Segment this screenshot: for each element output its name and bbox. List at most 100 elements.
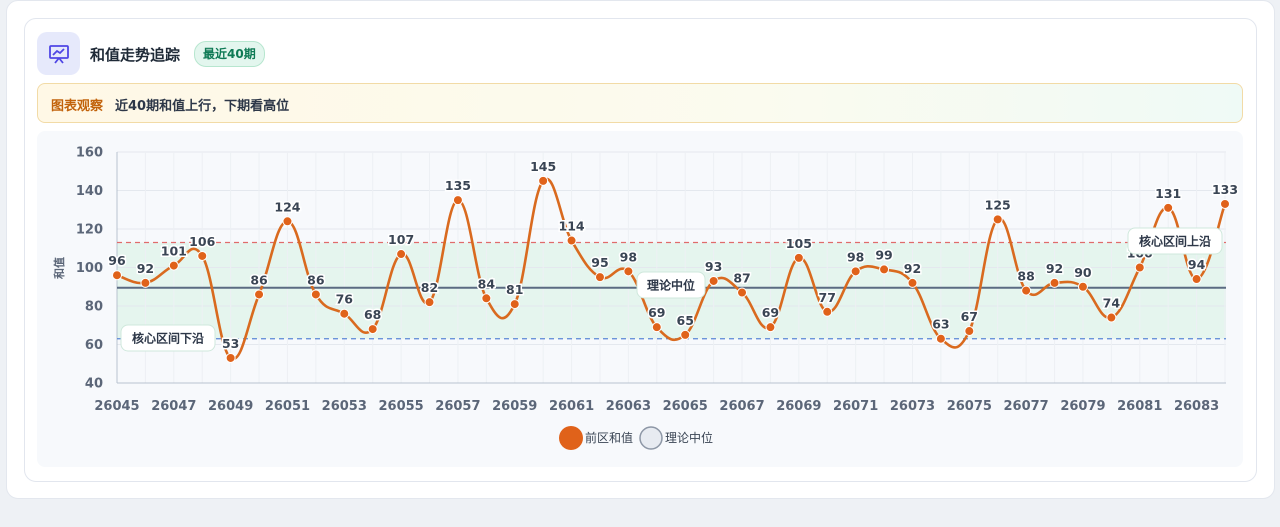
period-badge: 最近40期 xyxy=(194,41,265,67)
data-point xyxy=(879,264,890,275)
data-point xyxy=(509,299,520,310)
data-label: 135 xyxy=(445,178,471,193)
x-tick-label: 26057 xyxy=(435,399,480,414)
legend: 前区和值 理论中位 xyxy=(559,426,713,450)
x-tick-label: 26067 xyxy=(719,399,764,414)
x-tick-label: 26053 xyxy=(322,399,367,414)
x-tick-label: 26055 xyxy=(378,399,423,414)
data-label: 98 xyxy=(620,249,637,264)
trend-chart-icon xyxy=(48,44,69,64)
data-label: 101 xyxy=(161,244,187,259)
y-tick-label: 40 xyxy=(85,377,103,392)
x-tick-label: 26065 xyxy=(663,399,708,414)
lower-bound-label: 核心区间下沿 xyxy=(132,331,204,346)
data-label: 106 xyxy=(189,234,215,249)
x-tick-label: 26047 xyxy=(151,399,196,414)
data-point xyxy=(1049,277,1060,288)
data-point xyxy=(651,322,662,333)
data-point xyxy=(1134,262,1145,273)
data-point xyxy=(112,270,122,281)
lower-bound-label-box xyxy=(120,324,216,352)
x-tick-label: 26081 xyxy=(1117,399,1162,414)
data-label: 131 xyxy=(1155,186,1181,201)
data-label: 69 xyxy=(648,305,665,320)
data-label: 94 xyxy=(1188,257,1206,272)
data-point xyxy=(1191,274,1202,285)
data-point xyxy=(594,272,605,283)
data-label: 86 xyxy=(250,272,268,287)
data-label: 92 xyxy=(1046,261,1063,276)
x-tick-label: 26059 xyxy=(492,399,537,414)
y-tick-label: 140 xyxy=(76,184,103,199)
data-point xyxy=(935,333,946,344)
y-tick-label: 60 xyxy=(85,338,103,353)
x-tick-label: 26049 xyxy=(208,399,253,414)
data-point xyxy=(850,266,861,277)
data-label: 77 xyxy=(819,290,836,305)
median-label-box xyxy=(636,271,706,299)
x-tick-label: 26063 xyxy=(606,399,651,414)
chart-title: 和值走势追踪 xyxy=(90,46,181,64)
data-label: 125 xyxy=(985,197,1011,212)
data-point xyxy=(197,250,208,261)
data-point xyxy=(1021,285,1032,296)
data-label: 107 xyxy=(388,232,414,247)
data-label: 74 xyxy=(1103,296,1121,311)
x-tick-label: 26069 xyxy=(776,399,821,414)
y-tick-label: 100 xyxy=(76,261,103,276)
data-label: 88 xyxy=(1017,269,1034,284)
data-point xyxy=(907,277,918,288)
data-label: 99 xyxy=(875,247,892,262)
data-point xyxy=(566,235,577,246)
observation-label: 图表观察 xyxy=(51,99,104,114)
x-tick-label: 26045 xyxy=(94,399,139,414)
data-point xyxy=(396,249,407,260)
x-tick-label: 26071 xyxy=(833,399,878,414)
data-point xyxy=(623,266,634,277)
x-tick-label: 26079 xyxy=(1060,399,1105,414)
data-point xyxy=(424,297,435,308)
data-label: 69 xyxy=(762,305,779,320)
legend-marker-sum xyxy=(559,426,583,450)
legend-label-median: 理论中位 xyxy=(665,430,713,445)
data-point xyxy=(481,293,492,304)
data-label: 76 xyxy=(336,292,354,307)
data-point xyxy=(765,322,776,333)
data-label: 133 xyxy=(1212,182,1238,197)
y-axis-title: 和值 xyxy=(52,257,66,279)
data-point xyxy=(1077,281,1088,292)
x-tick-label: 26075 xyxy=(947,399,992,414)
data-point xyxy=(1106,312,1117,323)
x-tick-label: 26083 xyxy=(1174,399,1219,414)
legend-label-sum: 前区和值 xyxy=(585,430,633,445)
data-point xyxy=(367,324,378,335)
data-point xyxy=(708,275,719,286)
upper-bound-label-box xyxy=(1127,227,1223,255)
data-point xyxy=(964,326,975,337)
header-icon-box xyxy=(37,32,80,75)
data-label: 90 xyxy=(1074,265,1092,280)
x-tick-label: 26061 xyxy=(549,399,594,414)
data-point xyxy=(140,277,151,288)
data-label: 87 xyxy=(733,271,750,286)
data-label: 114 xyxy=(559,219,585,234)
x-tick-label: 26051 xyxy=(265,399,310,414)
upper-bound-label: 核心区间上沿 xyxy=(1139,234,1211,249)
data-label: 96 xyxy=(108,253,126,268)
data-point xyxy=(793,252,804,263)
data-point xyxy=(254,289,265,300)
data-label: 67 xyxy=(961,309,978,324)
observation-banner: 图表观察 近40期和值上行，下期看高位 xyxy=(37,83,1243,123)
data-point xyxy=(1163,202,1174,213)
data-label: 63 xyxy=(932,317,949,332)
data-point xyxy=(538,175,549,186)
data-label: 82 xyxy=(421,280,438,295)
observation-text: 近40期和值上行，下期看高位 xyxy=(115,99,290,114)
data-point xyxy=(680,329,691,340)
data-label: 98 xyxy=(847,249,864,264)
data-label: 81 xyxy=(506,282,523,297)
data-point xyxy=(225,352,236,363)
y-tick-label: 160 xyxy=(76,146,103,161)
x-tick-label: 26073 xyxy=(890,399,935,414)
